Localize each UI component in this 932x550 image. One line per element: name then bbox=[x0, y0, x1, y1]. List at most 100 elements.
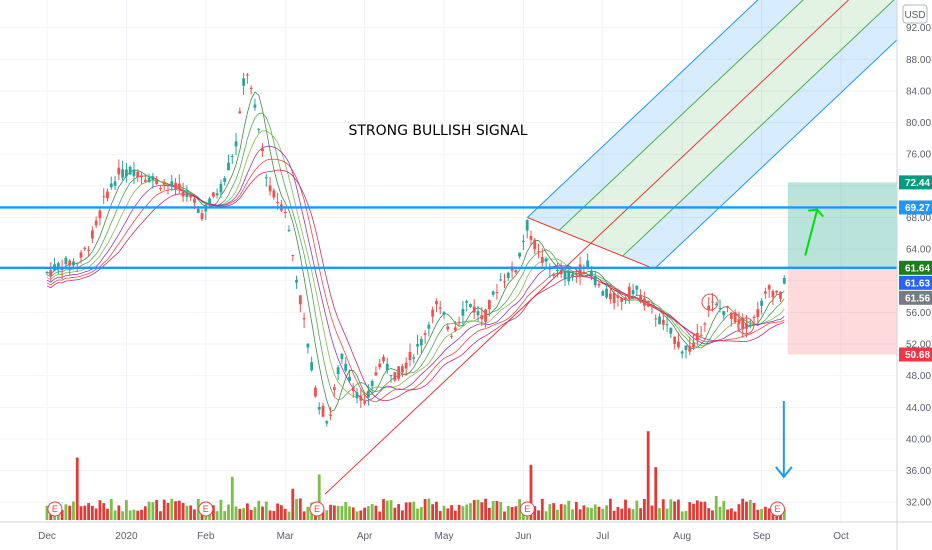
candle-body bbox=[711, 301, 714, 303]
y-tick-label: 88.00 bbox=[906, 55, 931, 66]
volume-bar bbox=[348, 506, 351, 520]
volume-bar bbox=[401, 510, 404, 520]
candle-body bbox=[287, 230, 291, 232]
volume-bar bbox=[431, 504, 435, 520]
volume-bar bbox=[117, 505, 121, 520]
volume-bar bbox=[737, 504, 741, 520]
candle-body bbox=[181, 191, 185, 197]
volume-bar bbox=[631, 509, 635, 520]
volume-bar bbox=[253, 507, 257, 520]
volume-bar bbox=[763, 506, 767, 520]
candle-body bbox=[355, 392, 359, 399]
candle-body bbox=[382, 356, 385, 362]
candle-body bbox=[767, 285, 771, 290]
candle-body bbox=[155, 179, 159, 185]
volume-bar bbox=[87, 503, 90, 520]
price-tags: 72.44 69.27 61.64 61.63 61.56 50.68 bbox=[899, 175, 932, 362]
pitchfork-handle bbox=[527, 217, 655, 270]
candle-body bbox=[518, 252, 522, 257]
volume-bar bbox=[261, 506, 264, 520]
volume-bar bbox=[495, 501, 499, 520]
volume-bar bbox=[147, 501, 151, 520]
earnings-marker bbox=[309, 501, 325, 517]
candle-body bbox=[249, 87, 253, 89]
time-axis[interactable]: Dec 2020 Feb Mar Apr May Jun Jul Aug Sep Oct bbox=[0, 521, 932, 542]
y-tick-label: 36.00 bbox=[906, 466, 931, 477]
annotation-text: STRONG BULLISH SIGNAL bbox=[348, 123, 527, 139]
volume-bar bbox=[351, 507, 355, 520]
candle-body bbox=[586, 260, 590, 269]
volume-arrow-head bbox=[775, 466, 793, 479]
candle-body bbox=[166, 184, 170, 187]
candle-body bbox=[245, 74, 249, 76]
candle-body bbox=[227, 162, 230, 171]
volume-bar bbox=[540, 498, 544, 520]
candle-body bbox=[389, 375, 393, 377]
y-tick-label: 48.00 bbox=[906, 371, 931, 382]
volume-bar bbox=[397, 504, 401, 520]
candle-body bbox=[404, 362, 408, 369]
candle-body bbox=[325, 421, 329, 424]
volume-bar bbox=[707, 508, 711, 520]
candle-body bbox=[627, 286, 631, 299]
candle-body bbox=[457, 322, 461, 324]
pitchfork-zone-upper bbox=[527, 0, 804, 231]
volume-bar bbox=[578, 509, 582, 520]
volume-bar bbox=[518, 499, 522, 520]
candle-body bbox=[75, 263, 79, 265]
volume-bar bbox=[143, 506, 147, 520]
candle-body bbox=[748, 324, 752, 326]
volume-bar bbox=[385, 500, 389, 520]
candle-body bbox=[590, 271, 593, 276]
volume-bar bbox=[155, 499, 159, 520]
highlight-circle bbox=[737, 317, 755, 335]
candle-body bbox=[211, 192, 215, 197]
candle-body bbox=[359, 396, 363, 401]
candle-body bbox=[571, 274, 574, 277]
candle-body bbox=[423, 333, 427, 335]
volume-bar bbox=[389, 500, 393, 520]
candle-body bbox=[102, 196, 106, 198]
price-tag-label: 50.68 bbox=[905, 350, 930, 361]
candle-body bbox=[605, 288, 608, 298]
volume-bar bbox=[359, 510, 363, 520]
candle-body bbox=[699, 334, 703, 336]
volume-bar bbox=[344, 501, 348, 520]
volume-bar bbox=[760, 508, 763, 520]
candle-body bbox=[170, 181, 174, 187]
candle-body bbox=[499, 279, 503, 281]
volume-bar bbox=[287, 511, 291, 520]
volume-bar bbox=[506, 505, 510, 520]
volume-bar bbox=[582, 505, 586, 520]
candle-body bbox=[760, 300, 763, 306]
volume-bar bbox=[75, 457, 79, 520]
volume-bar bbox=[620, 508, 624, 520]
candle-body bbox=[782, 277, 786, 284]
candle-body bbox=[208, 198, 211, 205]
volume-bar bbox=[257, 500, 261, 520]
volume-bar bbox=[132, 509, 136, 520]
volume-bar bbox=[472, 500, 476, 520]
candle-body bbox=[529, 235, 533, 240]
candle-body bbox=[397, 366, 401, 379]
candle-body bbox=[703, 323, 707, 325]
candle-body bbox=[261, 148, 264, 152]
volume-bar bbox=[185, 505, 189, 520]
candle-body bbox=[329, 414, 332, 416]
bullish-arrow bbox=[804, 209, 819, 256]
volume-bar bbox=[427, 498, 431, 520]
volume-bar bbox=[480, 502, 484, 520]
volume-bar bbox=[378, 511, 382, 520]
price-axis[interactable]: 32.0036.0040.0044.0048.0052.0056.0060.00… bbox=[896, 0, 931, 550]
volume-bar bbox=[355, 511, 359, 520]
candle-body bbox=[476, 311, 480, 316]
volume-bar bbox=[83, 505, 87, 520]
candle-body bbox=[128, 166, 132, 175]
candle-body bbox=[90, 230, 94, 239]
candle-body bbox=[132, 169, 136, 177]
volume-bar bbox=[499, 501, 503, 520]
volume-bar bbox=[658, 508, 661, 520]
candle-body bbox=[578, 264, 582, 276]
volume-bar bbox=[461, 506, 465, 520]
